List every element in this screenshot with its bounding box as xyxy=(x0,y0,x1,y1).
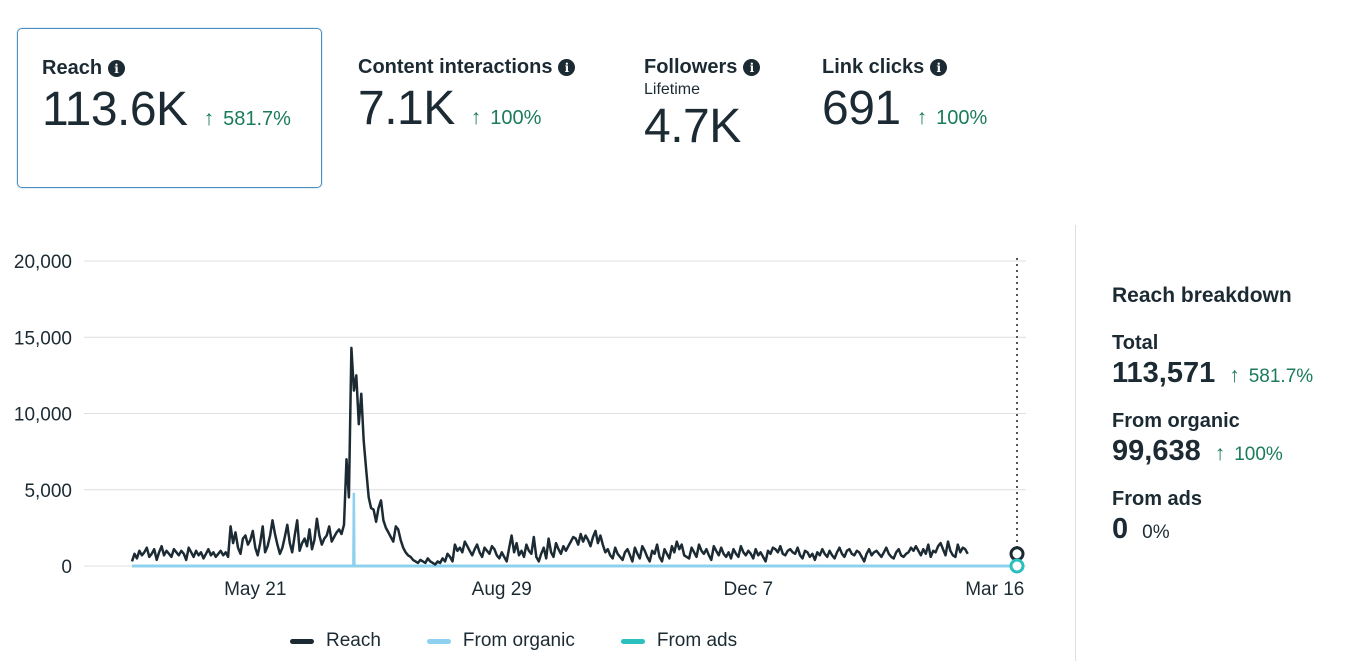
ads-change: 0% xyxy=(1142,522,1170,543)
y-tick-label: 15,000 xyxy=(14,328,72,349)
breakdown-title: Reach breakdown xyxy=(1112,284,1292,307)
series-line-from-organic xyxy=(132,492,1017,568)
x-tick-label: Aug 29 xyxy=(472,579,532,600)
arrow-up-icon: ↑ xyxy=(1229,364,1240,387)
y-tick-label: 0 xyxy=(61,557,72,578)
arrow-up-icon: ↑ xyxy=(203,107,215,130)
link-clicks-value: 691 xyxy=(822,82,901,135)
x-tick-label: May 21 xyxy=(224,579,286,600)
y-tick-label: 20,000 xyxy=(14,252,72,273)
followers-card[interactable]: Followers i Lifetime 4.7K xyxy=(644,28,794,188)
content-interactions-value: 7.1K xyxy=(358,82,455,135)
y-tick-label: 10,000 xyxy=(14,405,72,426)
reach-swatch xyxy=(290,638,314,644)
chart-legend: Reach From organic From ads xyxy=(290,630,737,652)
x-tick-label: Mar 16 xyxy=(965,579,1024,600)
reach-value: 113.6K xyxy=(42,83,188,136)
reach-card-title: Reach i xyxy=(42,57,291,80)
followers-subtitle: Lifetime xyxy=(644,81,701,98)
reach-change: ↑ 581.7% xyxy=(204,107,291,131)
reach-breakdown-panel: Reach breakdown Total 113,571 ↑ 581.7% F… xyxy=(1112,284,1342,566)
reach-title-text: Reach xyxy=(42,57,103,79)
content-interactions-change: ↑ 100% xyxy=(471,106,542,130)
reach-card[interactable]: Reach i 113.6K ↑ 581.7% xyxy=(17,28,322,188)
arrow-up-icon: ↑ xyxy=(916,106,928,129)
content-interactions-title-text: Content interactions xyxy=(358,56,553,78)
link-clicks-title-text: Link clicks xyxy=(822,56,925,78)
reach-change-value: 581.7% xyxy=(223,108,291,130)
ads-label: From ads xyxy=(1112,488,1203,510)
organic-value: 99,638 xyxy=(1112,435,1201,467)
info-icon[interactable]: i xyxy=(108,60,126,77)
total-label: Total xyxy=(1112,332,1159,354)
x-tick-label: Dec 7 xyxy=(723,579,773,600)
content-interactions-card[interactable]: Content interactions i 7.1K ↑ 100% xyxy=(358,28,618,188)
arrow-up-icon: ↑ xyxy=(1214,442,1226,465)
ads-value: 0 xyxy=(1112,513,1129,545)
legend-item-organic[interactable]: From organic xyxy=(426,630,575,652)
link-clicks-change: ↑ 100% xyxy=(917,106,988,130)
total-change: ↑ 581.7% xyxy=(1229,364,1313,388)
ads-swatch xyxy=(620,638,645,644)
arrow-up-icon: ↑ xyxy=(470,106,482,129)
organic-swatch xyxy=(426,638,451,644)
followers-title-text: Followers xyxy=(644,56,738,78)
content-interactions-card-title: Content interactions i xyxy=(358,56,576,79)
link-clicks-card-title: Link clicks i xyxy=(822,56,987,79)
followers-card-title: Followers i xyxy=(644,56,761,79)
legend-label-organic: From organic xyxy=(462,630,575,651)
legend-label-ads: From ads xyxy=(656,630,738,651)
ads-end-marker xyxy=(1009,558,1025,574)
reach-end-marker xyxy=(1009,546,1025,562)
organic-label: From organic xyxy=(1112,410,1240,432)
total-value: 113,571 xyxy=(1112,357,1216,389)
content-interactions-change-value: 100% xyxy=(490,107,542,129)
legend-item-ads[interactable]: From ads xyxy=(620,630,738,652)
info-icon[interactable]: i xyxy=(930,59,948,76)
panel-divider xyxy=(1075,225,1076,661)
link-clicks-card[interactable]: Link clicks i 691 ↑ 100% xyxy=(822,28,1042,188)
legend-label-reach: Reach xyxy=(326,630,381,651)
y-tick-label: 5,000 xyxy=(24,481,72,502)
series-line-reach xyxy=(130,346,969,566)
organic-change: ↑ 100% xyxy=(1215,442,1283,466)
legend-item-reach[interactable]: Reach xyxy=(290,630,381,652)
organic-change-value: 100% xyxy=(1234,444,1283,465)
reach-line-chart[interactable]: 20,000 15,000 10,000 5,000 0 May 21 Aug 29 Dec … xyxy=(0,215,1060,615)
total-change-value: 581.7% xyxy=(1248,366,1314,387)
link-clicks-change-value: 100% xyxy=(936,107,988,129)
info-icon[interactable]: i xyxy=(558,59,576,76)
info-icon[interactable]: i xyxy=(743,59,761,76)
followers-value: 4.7K xyxy=(644,100,741,153)
